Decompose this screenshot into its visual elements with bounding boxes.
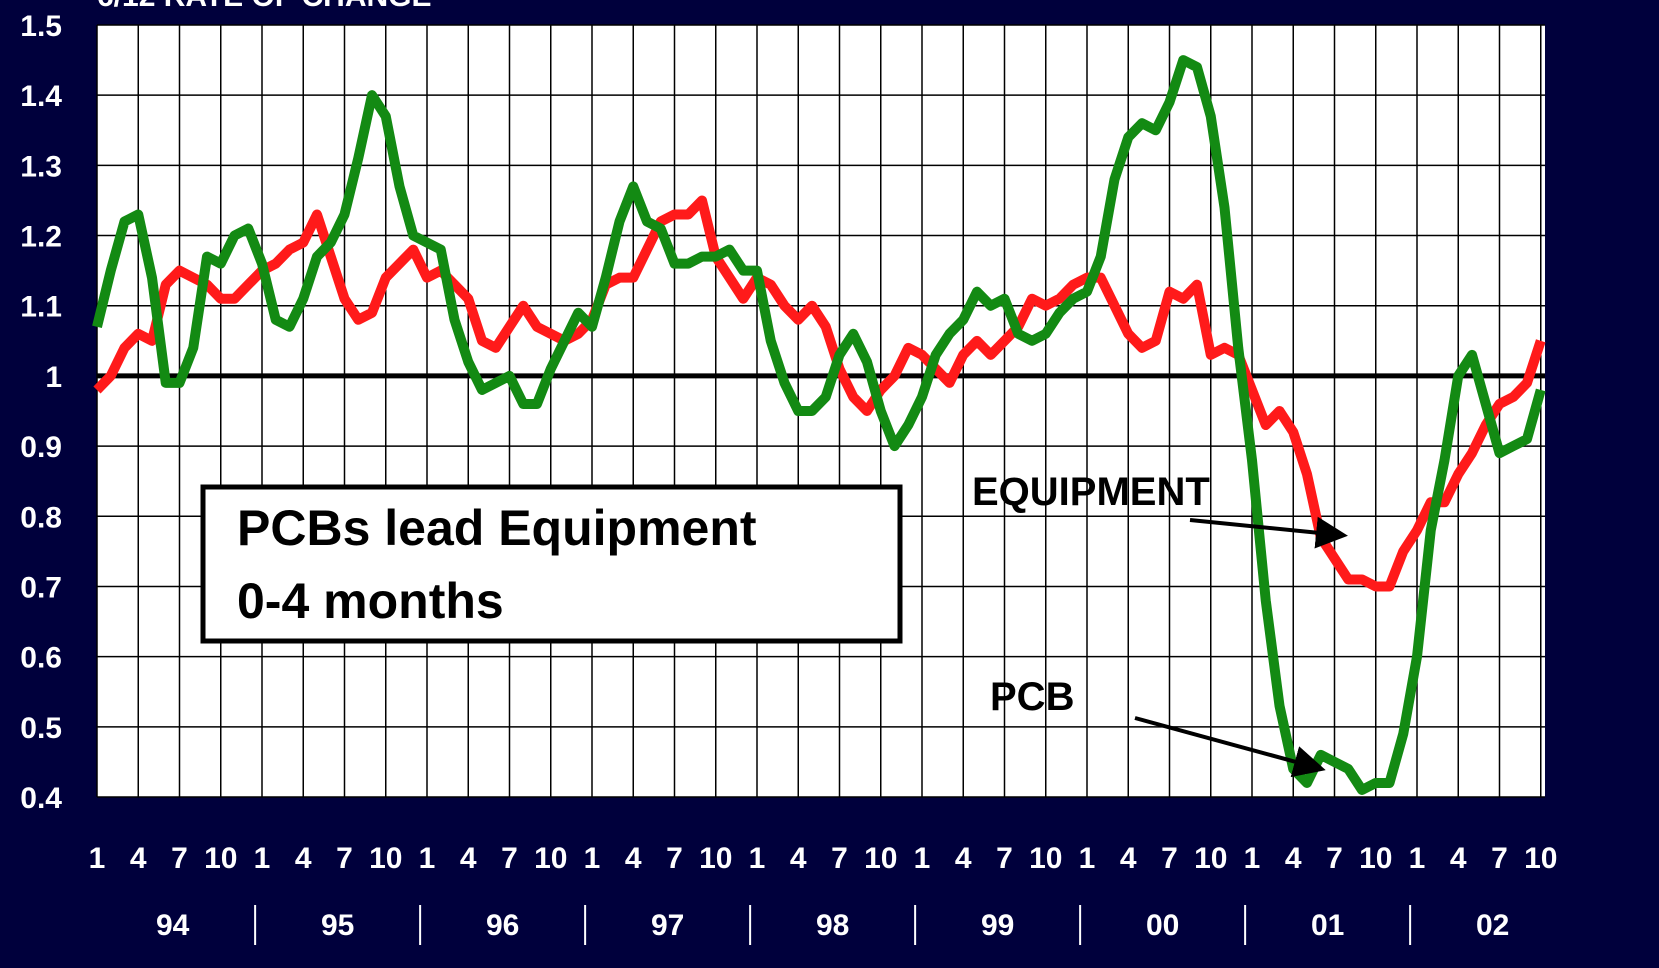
x-tick-label: 1 [749, 842, 766, 875]
y-tick-label: 1.1 [20, 291, 62, 324]
year-label: 01 [1311, 909, 1344, 942]
arrow [1189, 516, 1348, 549]
x-tick-label: 4 [460, 842, 477, 875]
x-tick-label: 1 [254, 842, 271, 875]
year-label: 96 [486, 909, 519, 942]
year-label: 98 [816, 909, 849, 942]
y-tick-label: 1.4 [20, 80, 62, 113]
arrow [1134, 716, 1326, 778]
y-tick-label: 0.8 [20, 501, 62, 534]
y-tick-label: 0.9 [20, 431, 62, 464]
series-label: PCB [990, 675, 1074, 719]
x-tick-label: 7 [336, 842, 353, 875]
x-tick-label: 7 [1491, 842, 1508, 875]
x-tick-label: 10 [699, 842, 732, 875]
x-tick-label: 4 [295, 842, 312, 875]
y-tick-label: 0.7 [20, 571, 62, 604]
x-tick-label: 1 [89, 842, 106, 875]
x-tick-label: 10 [864, 842, 897, 875]
annotation-box [200, 484, 903, 644]
x-tick-label: 7 [831, 842, 848, 875]
year-label: 02 [1476, 909, 1509, 942]
x-tick-label: 7 [171, 842, 188, 875]
x-tick-label: 7 [501, 842, 518, 875]
y-tick-label: 1.2 [20, 221, 62, 254]
series-label: EQUIPMENT [972, 470, 1210, 514]
y-tick-label: 1.3 [20, 150, 62, 183]
year-label: 99 [981, 909, 1014, 942]
x-tick-label: 7 [1161, 842, 1178, 875]
annotation-text: 0-4 months [237, 573, 504, 629]
x-tick-label: 7 [666, 842, 683, 875]
x-tick-label: 1 [584, 842, 601, 875]
annotation-text: PCBs lead Equipment [237, 500, 757, 556]
x-tick-label: 10 [1359, 842, 1392, 875]
x-tick-label: 7 [996, 842, 1013, 875]
labels: 0.40.50.60.70.80.911.11.21.31.41.51 4 7 10 1… [20, 10, 1557, 945]
chart-title: 6/12 RATE OF CHANGE [97, 0, 432, 13]
x-tick-label: 4 [790, 842, 807, 875]
y-tick-label: 1.5 [20, 10, 62, 43]
year-label: 00 [1146, 909, 1179, 942]
y-tick-label: 0.4 [20, 782, 62, 815]
x-tick-label: 1 [1409, 842, 1426, 875]
x-tick-label: 10 [1029, 842, 1062, 875]
x-tick-label: 1 [914, 842, 931, 875]
x-tick-label: 10 [369, 842, 402, 875]
x-tick-label: 10 [1524, 842, 1557, 875]
series-line [93, 195, 1546, 592]
x-tick-label: 10 [204, 842, 237, 875]
x-tick-label: 10 [1194, 842, 1227, 875]
x-tick-label: 1 [1244, 842, 1261, 875]
x-tick-label: 4 [1450, 842, 1467, 875]
year-label: 97 [651, 909, 684, 942]
y-tick-label: 0.5 [20, 712, 62, 745]
year-label: 94 [156, 909, 190, 942]
y-tick-label: 0.6 [20, 642, 62, 675]
x-tick-label: 10 [534, 842, 567, 875]
x-tick-label: 7 [1326, 842, 1343, 875]
x-tick-label: 4 [1120, 842, 1137, 875]
x-tick-label: 4 [625, 842, 642, 875]
plot-area [97, 25, 1545, 797]
x-tick-label: 4 [955, 842, 972, 875]
year-label: 95 [321, 909, 354, 942]
x-tick-label: 4 [130, 842, 147, 875]
x-tick-label: 4 [1285, 842, 1302, 875]
y-tick-label: 1 [45, 361, 62, 394]
x-tick-label: 1 [419, 842, 436, 875]
x-tick-label: 1 [1079, 842, 1096, 875]
